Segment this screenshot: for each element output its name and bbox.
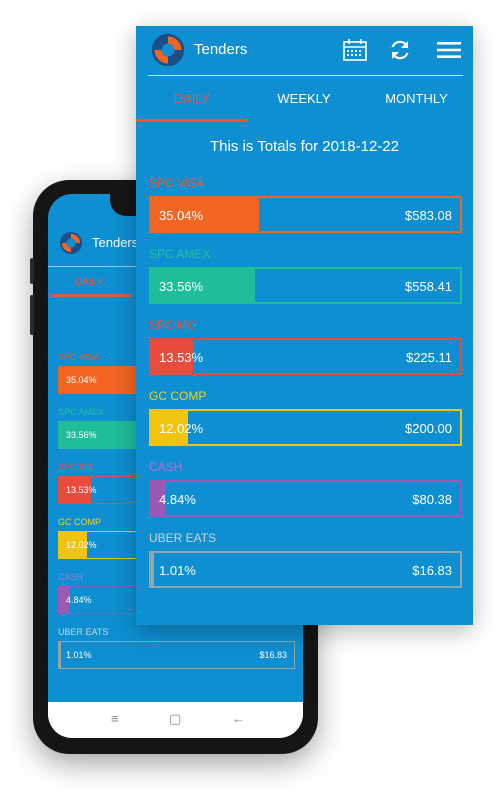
phone-volume-down (30, 295, 34, 335)
app-header: Tenders (136, 26, 473, 76)
totals-heading: This is Totals for 2018-12-22 (210, 138, 399, 155)
tender-bar-fill (151, 411, 189, 444)
phone-tender-bar-fill (59, 642, 62, 668)
phone-tab-daily[interactable]: DAILY (75, 277, 104, 288)
phone-tender-percent: 13.53% (66, 485, 97, 495)
phone-tender-label: SPC VISA (58, 352, 100, 362)
period-tabs: DAILY WEEKLY MONTHLY (136, 76, 473, 121)
tender-percent: 35.04% (159, 208, 204, 223)
phone-volume-up (30, 258, 34, 284)
tab-monthly[interactable]: MONTHLY (385, 91, 448, 106)
phone-tender-bar-fill (59, 532, 88, 558)
app-logo-icon (151, 33, 185, 67)
tender-bar[interactable]: 33.56% $558.41 (149, 267, 462, 304)
phone-tender-amount: $16.83 (259, 650, 287, 660)
tender-bar[interactable]: 1.01% $16.83 (149, 551, 462, 588)
tender-label: SPC AMEX (149, 247, 211, 261)
menu-icon (437, 42, 461, 58)
tender-percent: 13.53% (159, 350, 204, 365)
phone-navigation-bar: ≡ ▢ ← (48, 702, 303, 738)
refresh-button[interactable] (387, 37, 413, 63)
tender-bar[interactable]: 35.04% $583.08 (149, 196, 462, 233)
tender-bar-fill (151, 198, 260, 231)
phone-tender-label: CASH (58, 572, 84, 582)
phone-tabs: DAILY (48, 267, 303, 301)
tender-bar[interactable]: 4.84% $80.38 (149, 480, 462, 517)
tender-percent: 1.01% (159, 563, 196, 578)
phone-tender-bar-fill (59, 477, 91, 503)
tender-label: SPC VISA (149, 176, 205, 190)
active-tab-underline (136, 119, 248, 122)
tender-bar[interactable]: 12.02% $200.00 (149, 409, 462, 446)
tender-bar-fill (151, 340, 193, 373)
tender-percent: 12.02% (159, 421, 204, 436)
phone-tab-underline (52, 294, 132, 297)
tab-daily[interactable]: DAILY (173, 91, 211, 106)
tender-amount: $200.00 (405, 421, 452, 436)
refresh-icon (391, 40, 409, 60)
tender-label: CASH (149, 460, 183, 474)
phone-tender-percent: 4.84% (66, 595, 92, 605)
tender-label: GC COMP (149, 389, 207, 403)
tab-weekly[interactable]: WEEKLY (277, 91, 331, 106)
phone-tender-bar-fill (59, 422, 138, 448)
header-divider (148, 75, 463, 76)
phone-tender-percent: 12.02% (66, 540, 97, 550)
calendar-button[interactable] (342, 37, 368, 63)
app-title: Tenders (194, 41, 248, 58)
tender-amount: $80.38 (412, 492, 452, 507)
tender-amount: $558.41 (405, 279, 452, 294)
phone-tender-percent: 35.04% (66, 375, 97, 385)
phone-tender-percent: 1.01% (66, 650, 92, 660)
phone-tender-bar-fill (59, 587, 71, 613)
phone-tender-bar-fill (59, 367, 142, 393)
home-icon[interactable]: ▢ (169, 711, 182, 726)
recent-apps-icon[interactable]: ≡ (111, 711, 119, 726)
phone-tender-label: UBER EATS (58, 627, 109, 637)
phone-tender-bar[interactable]: 1.01% $16.83 (58, 641, 295, 669)
tender-label: SPC MC (149, 318, 196, 332)
tender-amount: $583.08 (405, 208, 452, 223)
calendar-icon (343, 39, 367, 61)
tender-label: UBER EATS (149, 531, 217, 545)
phone-tender-label: SPC MC (58, 462, 94, 472)
tender-percent: 4.84% (159, 492, 196, 507)
tender-percent: 33.56% (159, 279, 204, 294)
phone-app-title: Tenders (92, 235, 139, 250)
phone-tender-percent: 33.56% (66, 430, 97, 440)
phone-tender-label: SPC AMEX (58, 407, 105, 417)
tender-bar-fill (151, 482, 166, 515)
tender-amount: $225.11 (405, 350, 452, 365)
tender-bar-fill (151, 553, 155, 586)
tender-bar[interactable]: 13.53% $225.11 (149, 338, 462, 375)
phone-tender-label: GC COMP (58, 517, 102, 527)
tenders-app-window: Tenders (136, 26, 473, 625)
phone-app-logo-icon (59, 231, 83, 255)
tender-bar-fill (151, 269, 255, 302)
phone-app-header: Tenders (48, 222, 303, 266)
menu-button[interactable] (436, 37, 462, 63)
tender-amount: $16.83 (412, 563, 452, 578)
back-icon[interactable]: ← (232, 711, 245, 726)
